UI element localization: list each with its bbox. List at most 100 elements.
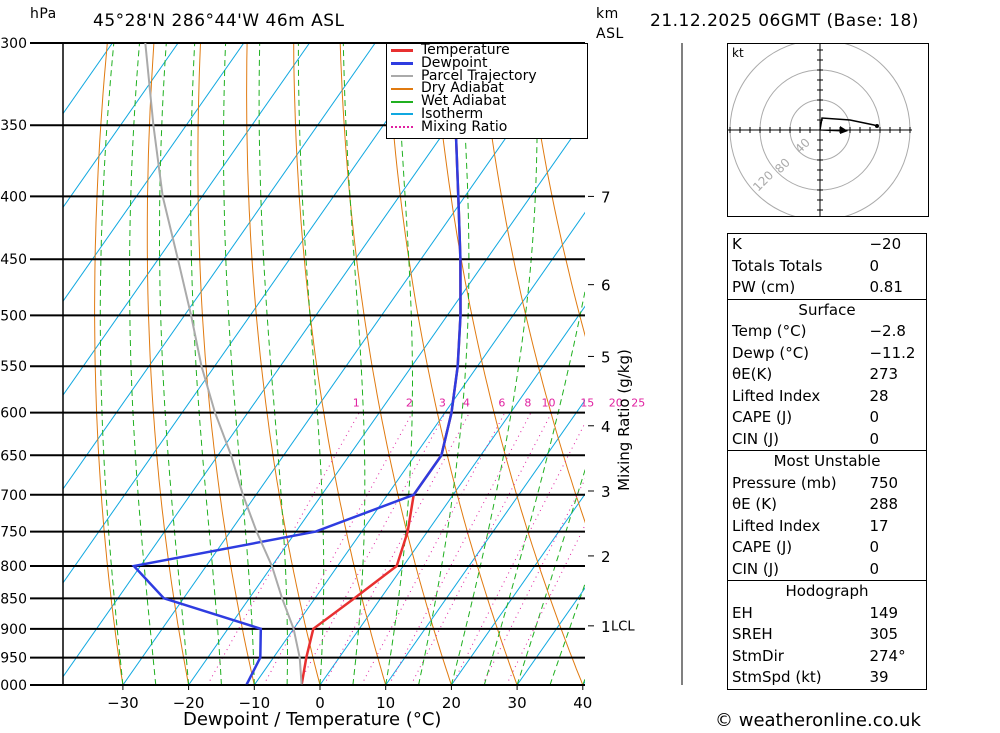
x-tick-label: 0 — [315, 694, 325, 712]
dry-adiabat-line — [197, 43, 255, 685]
km-tick-label: 4 — [601, 418, 611, 436]
index-value: 0 — [869, 559, 880, 578]
wet-adiabat-line — [258, 43, 288, 685]
legend-item: Dewpoint — [387, 56, 587, 70]
index-row: K −20 — [728, 234, 927, 256]
mixing-ratio-label: 20 — [609, 397, 623, 410]
index-label: θE (K) — [732, 495, 777, 513]
dry-adiabat-line — [992, 43, 1000, 685]
legend-swatch — [391, 48, 413, 52]
index-label: StmSpd (kt) — [732, 668, 822, 686]
pressure-tick-label: 850 — [0, 591, 27, 607]
index-value: −20 — [869, 235, 902, 253]
index-label: PW (cm) — [732, 278, 796, 296]
pressure-tick-label: 750 — [0, 525, 27, 541]
dewpoint-line — [131, 43, 462, 685]
section-title: Hodograph — [727, 580, 927, 603]
index-row: Dewp (°C) −11.2 — [728, 343, 927, 365]
legend-label: Wet Adiabat — [421, 93, 507, 110]
legend-item: Temperature — [387, 43, 587, 57]
index-value: 17 — [869, 516, 889, 535]
index-value: 39 — [869, 668, 889, 686]
isotherm-line — [385, 399, 585, 685]
wet-adiabat-line — [297, 43, 325, 685]
isotherm-line — [63, 43, 310, 397]
x-tick-label: −10 — [238, 694, 270, 712]
wet-adiabat-line — [223, 43, 255, 685]
index-label: K — [732, 235, 742, 253]
mixing-ratio-label: 25 — [631, 397, 645, 410]
mixing-ratio-label: 6 — [498, 397, 505, 410]
section-header: Surface — [727, 298, 927, 321]
index-value: 273 — [869, 365, 899, 383]
index-label: Lifted Index — [732, 516, 821, 535]
index-row: EH 149 — [728, 603, 927, 625]
mixing-ratio-label: 1 — [353, 397, 360, 410]
chart-legend: Temperature Dewpoint Parcel Trajectory Dry … — [386, 43, 588, 139]
index-label: CAPE (J) — [732, 408, 793, 426]
dry-adiabat-line — [94, 43, 124, 685]
hpa-axis-label: hPa — [30, 6, 57, 22]
parcel-trajectory-line — [144, 43, 303, 685]
asl-axis-label: ASL — [596, 26, 624, 42]
location-title: 45°28'N 286°44'W 46m ASL — [93, 11, 345, 31]
index-value: 0 — [869, 256, 880, 275]
index-row: Totals Totals 0 — [728, 256, 927, 278]
index-value: −11.2 — [869, 343, 916, 362]
index-row: CAPE (J) 0 — [728, 537, 927, 559]
index-row: θE (K) 288 — [728, 494, 927, 516]
index-label: Lifted Index — [732, 386, 821, 405]
index-label: CIN (J) — [732, 559, 780, 578]
hodograph-trace — [819, 117, 878, 131]
pressure-tick-label: 1000 — [0, 678, 27, 694]
isotherm-line — [63, 43, 508, 678]
hodograph-ring-label: 80 — [772, 155, 793, 176]
index-row: PW (cm) 0.81 — [728, 277, 927, 299]
legend-swatch — [391, 74, 413, 77]
index-row: CAPE (J) 0 — [728, 407, 927, 429]
isotherm-line — [63, 43, 245, 303]
wet-adiabat-line — [385, 43, 413, 685]
index-label: Pressure (mb) — [732, 473, 837, 492]
x-axis-label: Dewpoint / Temperature (°C) — [183, 709, 442, 730]
pressure-tick-label: 950 — [0, 651, 27, 667]
dry-adiabat-line — [386, 43, 518, 685]
index-label: CIN (J) — [732, 429, 780, 448]
index-value: 28 — [869, 386, 889, 405]
index-row: Pressure (mb) 750 — [728, 473, 927, 495]
wet-adiabat-line — [418, 43, 470, 685]
hodograph-endpoint — [875, 124, 879, 128]
wet-adiabat-line — [129, 43, 157, 685]
mixing-ratio-label: 10 — [542, 397, 556, 410]
index-value: 0 — [869, 429, 880, 448]
index-row: SREH 305 — [728, 624, 927, 646]
legend-label: Mixing Ratio — [421, 118, 508, 135]
isotherm-line — [63, 43, 442, 584]
km-tick-label: 3 — [601, 483, 611, 501]
lcl-label: LCL — [611, 620, 635, 635]
isotherm-line — [63, 43, 376, 490]
index-row: CIN (J) 0 — [728, 559, 927, 581]
mixing-ratio-line — [451, 421, 585, 685]
mixing-ratio-line — [388, 412, 532, 685]
index-label: EH — [732, 603, 753, 622]
wet-adiabat-line — [99, 43, 124, 685]
km-tick-label: 7 — [601, 188, 611, 206]
pressure-tick-label: 550 — [0, 359, 27, 375]
mixing-ratio-label: 3 — [439, 397, 446, 410]
isotherm-line — [319, 305, 585, 685]
pressure-tick-label: 700 — [0, 488, 27, 504]
section-title: Surface — [727, 298, 927, 321]
dry-adiabat-line — [946, 43, 1000, 685]
mixing-ratio-label: 15 — [580, 397, 594, 410]
pressure-tick-label: 450 — [0, 252, 27, 268]
legend-swatch — [391, 87, 413, 90]
index-label: Dewp (°C) — [732, 343, 810, 362]
mixing-ratio-line — [323, 412, 470, 685]
dry-adiabat-line — [246, 43, 321, 685]
index-value: 0 — [869, 538, 880, 556]
wet-adiabat-line — [159, 43, 190, 685]
isotherm-line — [122, 43, 573, 685]
